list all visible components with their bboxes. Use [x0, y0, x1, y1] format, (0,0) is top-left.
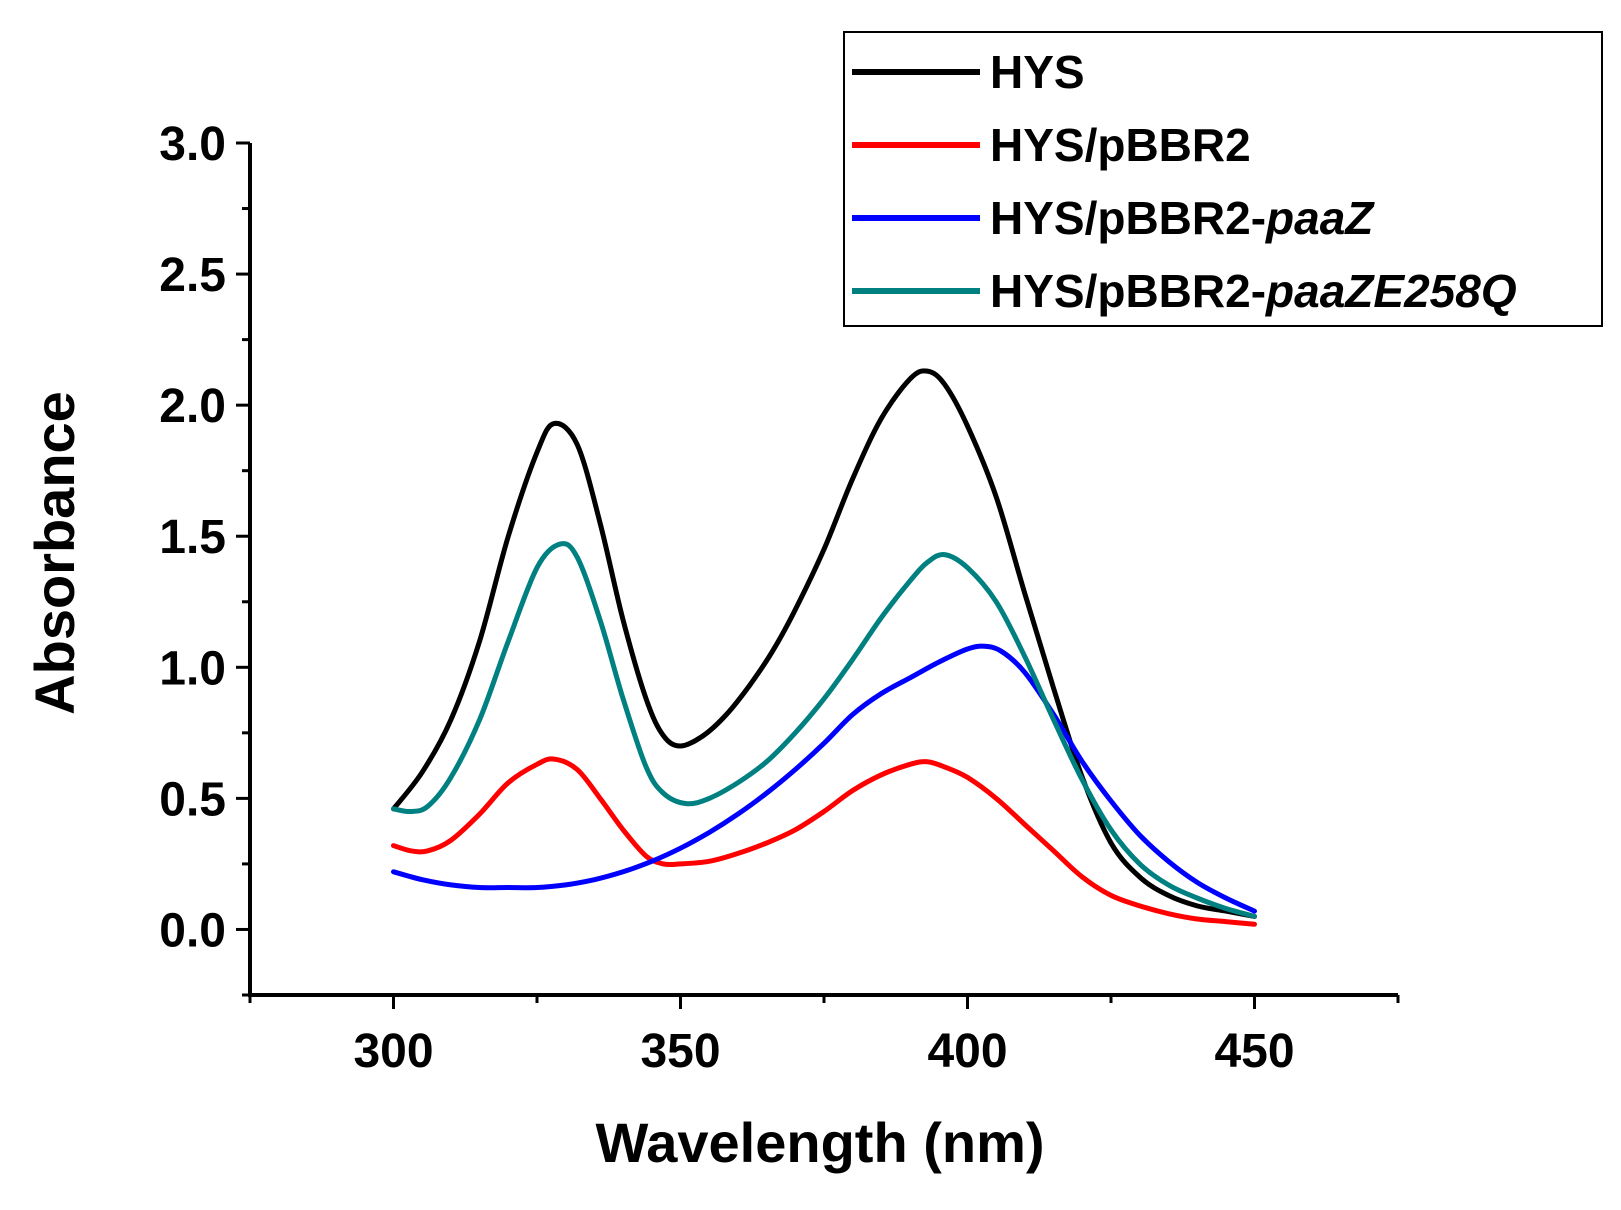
legend-label-3: HYS/pBBR2-paaZE258Q: [990, 265, 1517, 317]
y-tick-label: 1.5: [159, 511, 226, 564]
ticks: 300 350 400 450 0.0 0.5 1.0 1.5 2.0 2.5 3.0: [159, 118, 1400, 1078]
legend-label-italic: paaZ: [1264, 192, 1375, 244]
legend-label-plain: HYS/pBBR2: [990, 119, 1251, 171]
legend-label-2: HYS/pBBR2-paaZ: [990, 192, 1375, 244]
legend-label-plain: HYS: [990, 46, 1085, 98]
legend: HYSHYS/pBBR2HYS/pBBR2-paaZHYS/pBBR2-paaZ…: [843, 31, 1603, 327]
legend-label-italic: paaZE258Q: [1264, 265, 1517, 317]
x-tick-label: 300: [353, 1025, 433, 1078]
y-tick-label: 2.5: [159, 249, 226, 302]
legend-label-plain: HYS/pBBR2-: [990, 192, 1266, 244]
series-line-1: [391, 756, 1257, 927]
legend-frame: [843, 31, 1603, 327]
y-tick-label: 1.0: [159, 642, 226, 695]
series-line-0: [391, 368, 1257, 919]
y-tick-label: 0.0: [159, 904, 226, 957]
y-axis-title: Absorbance: [23, 391, 86, 715]
y-tick-label: 3.0: [159, 118, 226, 171]
series-line-2: [391, 643, 1257, 914]
y-tick-label: 2.0: [159, 380, 226, 433]
series-line-3: [391, 541, 1257, 919]
series-layer: [391, 368, 1257, 927]
legend-label-0: HYS: [990, 46, 1085, 98]
y-tick-label: 0.5: [159, 773, 226, 826]
x-tick-label: 400: [927, 1025, 1007, 1078]
x-tick-label: 350: [640, 1025, 720, 1078]
legend-label-plain: HYS/pBBR2-: [990, 265, 1266, 317]
x-axis-title: Wavelength (nm): [595, 1111, 1044, 1174]
x-tick-label: 450: [1214, 1025, 1294, 1078]
legend-label-1: HYS/pBBR2: [990, 119, 1251, 171]
